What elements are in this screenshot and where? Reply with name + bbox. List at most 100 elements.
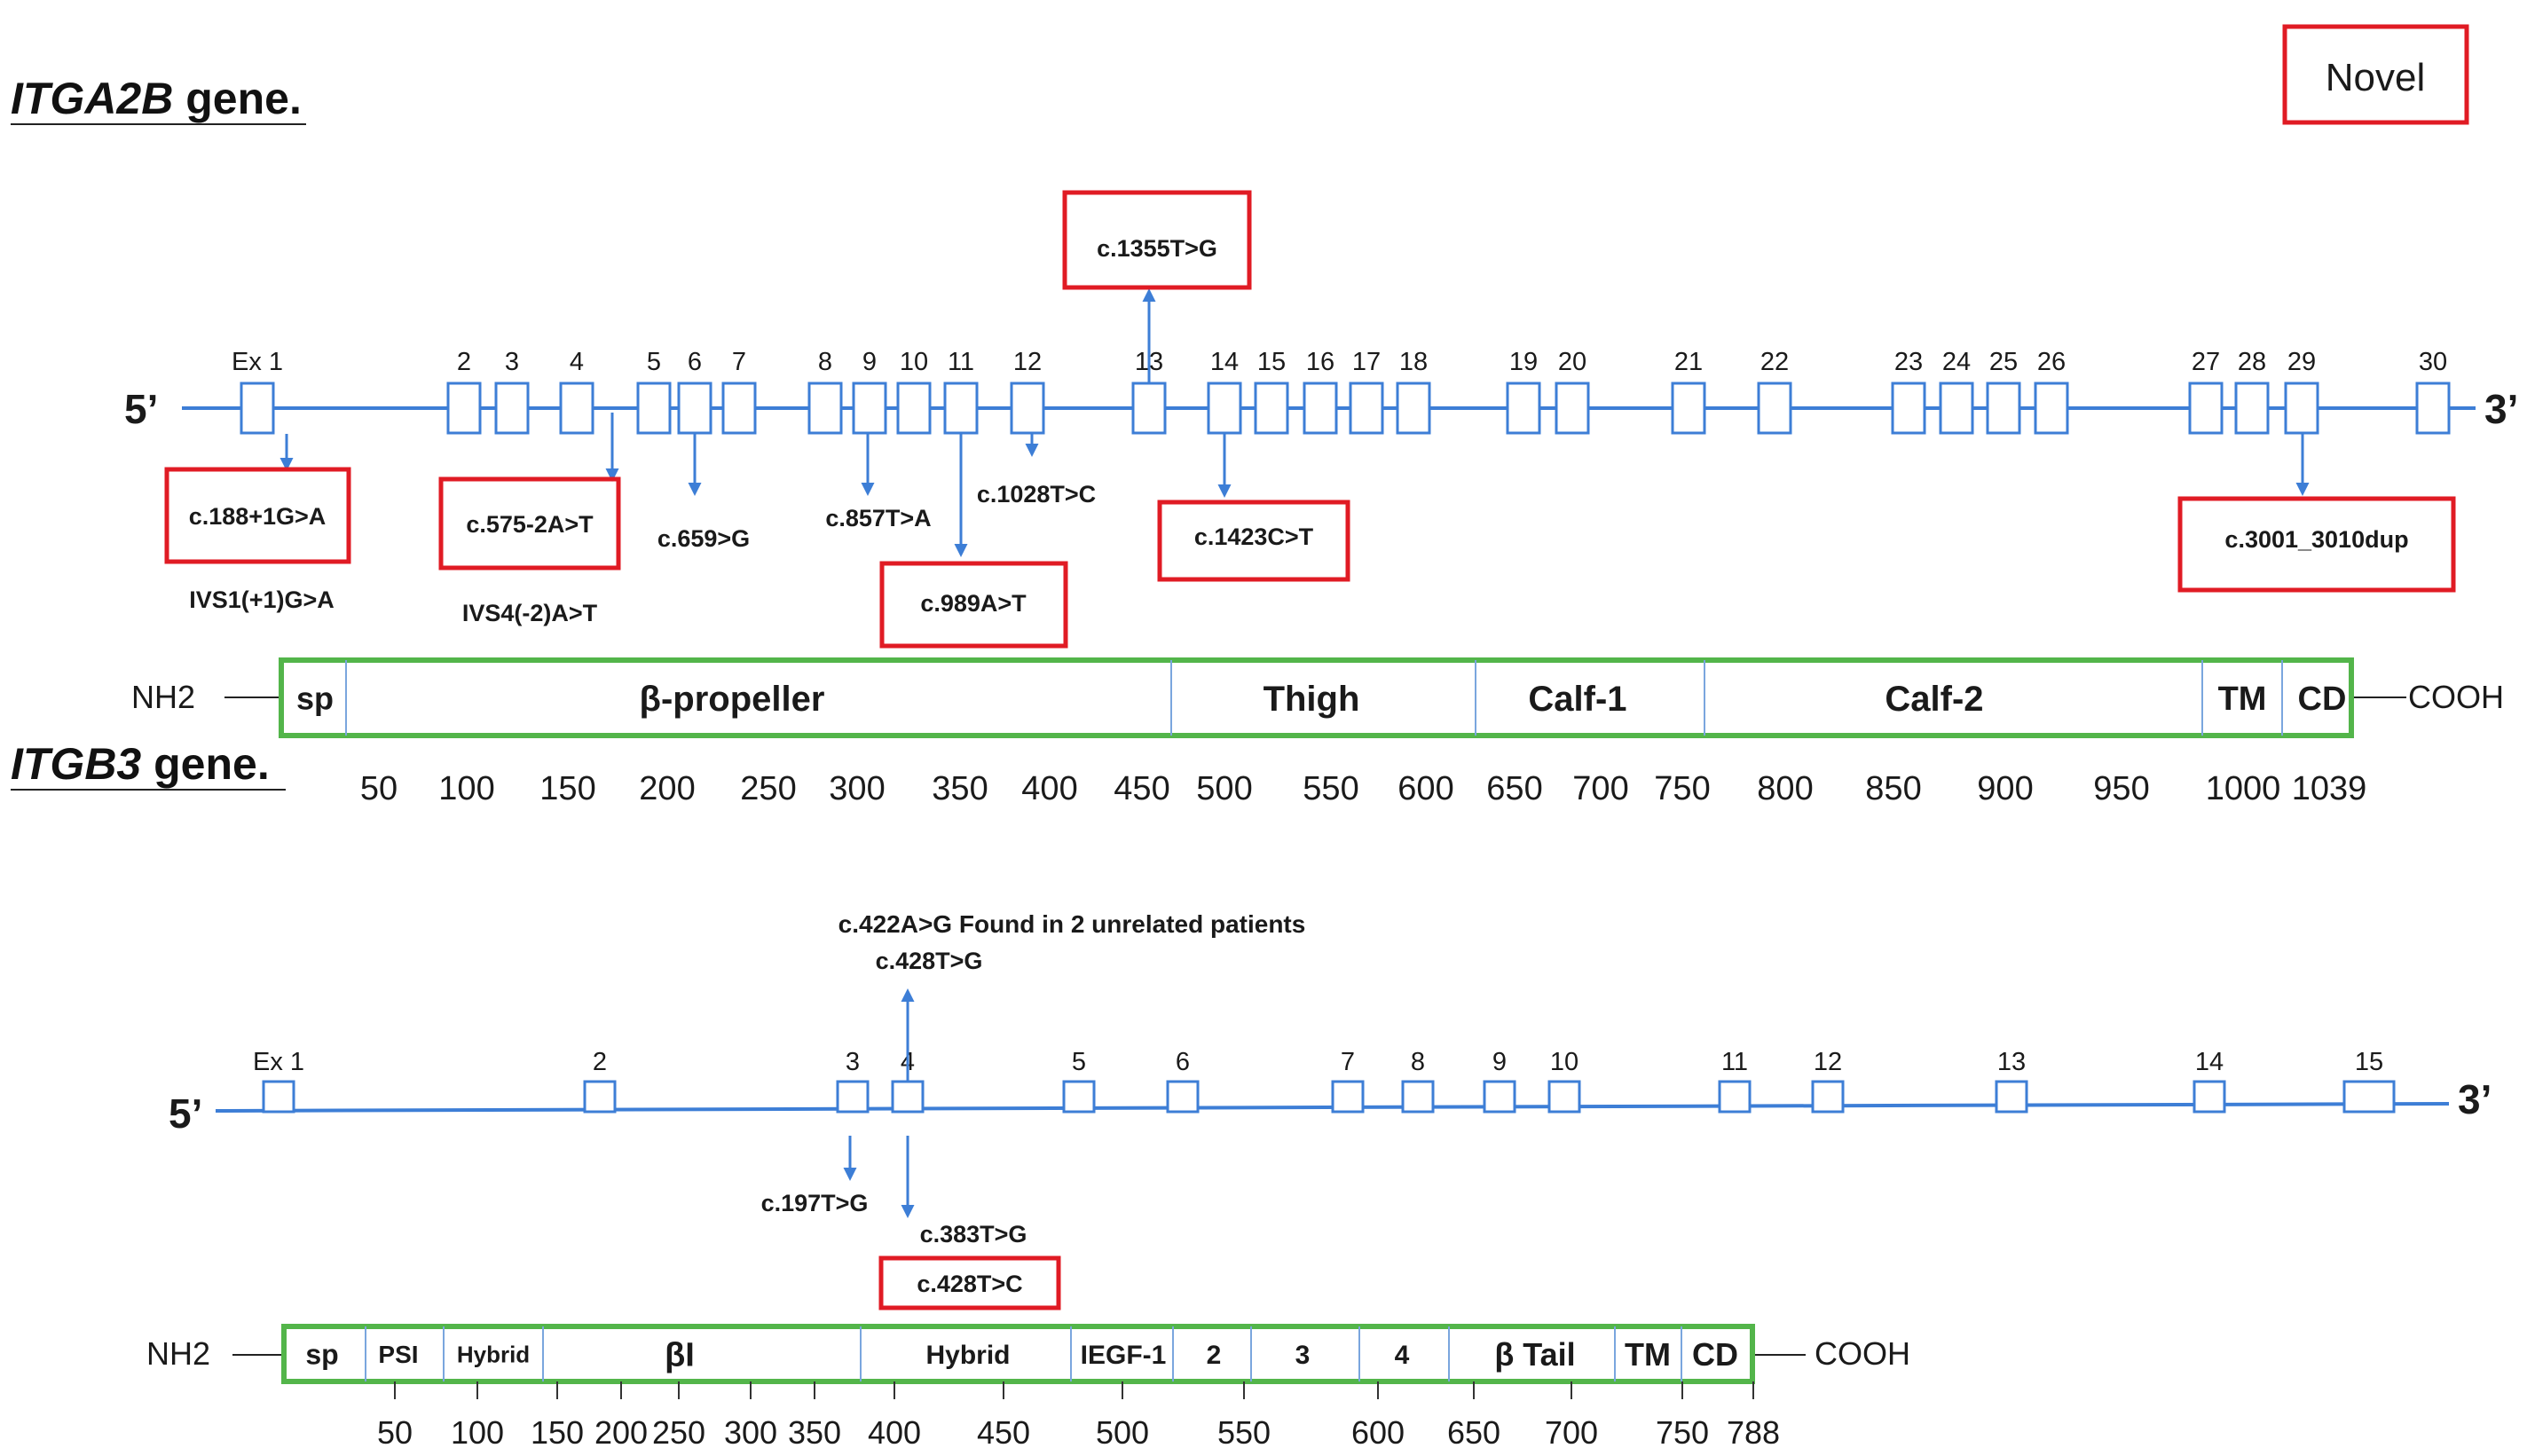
itga2b-scale-600: 600 — [1397, 770, 1453, 807]
itga2b-title-gene: ITGA2B — [11, 74, 173, 123]
itgb3-scale-200: 200 — [594, 1414, 648, 1451]
itga2b-exon-7 — [721, 382, 757, 435]
itga2b-exon-12 — [1010, 382, 1045, 435]
itgb3-cterm: COOH — [1815, 1335, 1910, 1372]
variant-ivs4: IVS4(-2)A>T — [462, 600, 598, 626]
legend-novel: Novel — [2282, 24, 2469, 125]
itga2b-exon-label-24: 24 — [1942, 348, 1971, 376]
itga2b-scale-300: 300 — [829, 770, 885, 807]
itga2b-exon-label-9: 9 — [862, 348, 877, 376]
itga2b-exon-label-6: 6 — [688, 348, 702, 376]
itga2b-exon-label-20: 20 — [1558, 348, 1586, 376]
itga2b-domain-sp-0: sp — [296, 680, 334, 716]
itga2b-exon-26 — [2034, 382, 2069, 435]
variant-c383: c.383T>G — [920, 1221, 1027, 1247]
itgb3-scale-100: 100 — [451, 1414, 504, 1451]
itgb3-exon-label-13: 13 — [1997, 1048, 2026, 1076]
itgb3-exon-13 — [1995, 1080, 2028, 1114]
itgb3-exon-label-12: 12 — [1814, 1048, 1842, 1076]
itga2b-protein-box — [279, 657, 2354, 738]
itgb3-scale-650: 650 — [1447, 1414, 1500, 1451]
itga2b-protein: sp β-propeller Thigh Calf-1 Calf-2 TM CD — [279, 657, 2354, 738]
itgb3-exon-ex-1 — [262, 1080, 295, 1114]
itga2b-section: ITGA2B gene. 5’ 3’ Ex 1 2 3 4 5 6 7 8 9 10 11 12 13 1… — [11, 74, 2518, 807]
itgb3-exon-14 — [2193, 1080, 2226, 1114]
itga2b-exon-label-2: 2 — [457, 348, 471, 376]
itga2b-exon-4 — [559, 382, 594, 435]
itga2b-3prime: 3’ — [2484, 386, 2518, 432]
variant-c3001: c.3001_3010dup — [2224, 526, 2408, 553]
box-c575 — [438, 476, 621, 571]
itgb3-exon-label-ex-1: Ex 1 — [253, 1048, 304, 1076]
itgb3-domain-cd-11: CD — [1692, 1336, 1738, 1373]
itgb3-3prime: 3’ — [2458, 1076, 2492, 1122]
itga2b-exon-29 — [2284, 382, 2319, 435]
itgb3-exon-10 — [1547, 1080, 1581, 1114]
itga2b-scale: 50 100 150 200 250 300 350 400 450 500 550 600 650 70… — [360, 770, 2366, 807]
itga2b-exon-13 — [1131, 382, 1167, 435]
itgb3-domain-2-6: 2 — [1207, 1341, 1222, 1370]
itga2b-scale-500: 500 — [1196, 770, 1252, 807]
itga2b-exon-label-17: 17 — [1352, 348, 1381, 376]
itgb3-scale-150: 150 — [531, 1414, 584, 1451]
itga2b-scale-1000: 1000 — [2206, 770, 2281, 807]
itga2b-exon-10 — [896, 382, 932, 435]
itgb3-exon-5 — [1062, 1080, 1096, 1114]
itga2b-exon-25 — [1986, 382, 2021, 435]
itga2b-domain-thigh-2: Thigh — [1264, 680, 1360, 719]
itgb3-exon-2 — [583, 1080, 617, 1114]
itga2b-exon-30 — [2415, 382, 2451, 435]
itga2b-scale-850: 850 — [1865, 770, 1921, 807]
itgb3-exon-label-7: 7 — [1341, 1048, 1355, 1076]
itgb3-scale-600: 600 — [1351, 1414, 1405, 1451]
itga2b-scale-800: 800 — [1757, 770, 1813, 807]
itga2b-exon-label-16: 16 — [1306, 348, 1334, 376]
itgb3-scale-500: 500 — [1096, 1414, 1149, 1451]
itgb3-exon-label-3: 3 — [846, 1048, 860, 1076]
itga2b-scale-200: 200 — [639, 770, 695, 807]
itga2b-exons: Ex 1 2 3 4 5 6 7 8 9 10 11 12 13 14 15 16 17 18 19 20 21 22 23… — [232, 348, 2451, 435]
itga2b-exon-6 — [677, 382, 712, 435]
itgb3-scale-300: 300 — [724, 1414, 777, 1451]
itgb3-exon-label-8: 8 — [1411, 1048, 1425, 1076]
itgb3-scale-750: 750 — [1656, 1414, 1709, 1451]
itgb3-exon-3 — [836, 1080, 870, 1114]
itgb3-scale-788: 788 — [1727, 1414, 1780, 1451]
itga2b-exon-label-18: 18 — [1399, 348, 1428, 376]
itga2b-scale-150: 150 — [539, 770, 595, 807]
itga2b-exon-17 — [1349, 382, 1384, 435]
itga2b-exon-8 — [807, 382, 843, 435]
itgb3-exon-9 — [1483, 1080, 1516, 1114]
itga2b-exon-label-8: 8 — [818, 348, 832, 376]
itga2b-exon-5 — [636, 382, 672, 435]
itga2b-exon-ex-1 — [240, 382, 275, 435]
itga2b-scale-550: 550 — [1303, 770, 1358, 807]
itga2b-exon-27 — [2188, 382, 2224, 435]
itga2b-exon-label-26: 26 — [2037, 348, 2066, 376]
itga2b-exon-label-19: 19 — [1509, 348, 1538, 376]
itga2b-scale-950: 950 — [2093, 770, 2149, 807]
itga2b-title-rest: gene. — [173, 74, 301, 123]
itga2b-exon-label-25: 25 — [1989, 348, 2018, 376]
itga2b-exon-11 — [943, 382, 979, 435]
itga2b-exon-label-5: 5 — [647, 348, 661, 376]
itga2b-scale-1039: 1039 — [2292, 770, 2367, 807]
itgb3-exon-15 — [2342, 1080, 2396, 1114]
itga2b-exon-label-22: 22 — [1760, 348, 1789, 376]
itgb3-domain-tail-9: β Tail — [1494, 1336, 1575, 1373]
itga2b-exon-label-15: 15 — [1257, 348, 1286, 376]
itgb3-title: ITGB3 gene. — [11, 739, 270, 789]
itgb3-exon-label-9: 9 — [1492, 1048, 1507, 1076]
itgb3-exon-12 — [1811, 1080, 1845, 1114]
itgb3-exon-label-10: 10 — [1550, 1048, 1578, 1076]
itga2b-exon-16 — [1303, 382, 1338, 435]
itga2b-exon-23 — [1891, 382, 1926, 435]
variant-ivs1: IVS1(+1)G>A — [189, 586, 335, 613]
itga2b-exon-19 — [1506, 382, 1541, 435]
itga2b-scale-900: 900 — [1977, 770, 2033, 807]
itga2b-exon-label-3: 3 — [505, 348, 519, 376]
box-c188 — [164, 467, 351, 564]
variant-c575: c.575-2A>T — [466, 511, 594, 538]
itga2b-scale-250: 250 — [740, 770, 796, 807]
